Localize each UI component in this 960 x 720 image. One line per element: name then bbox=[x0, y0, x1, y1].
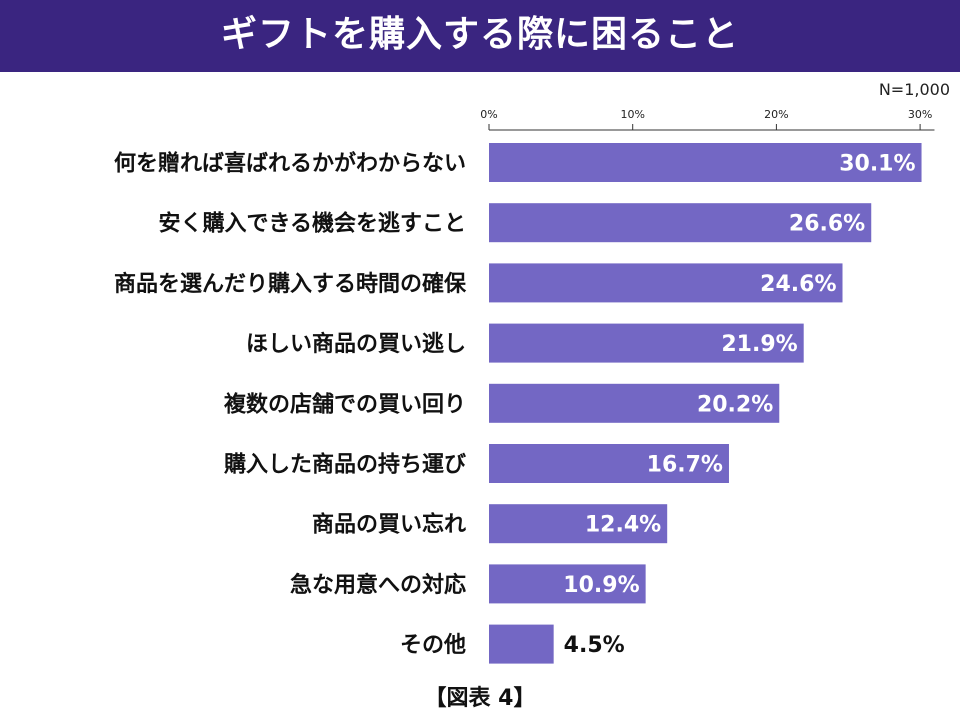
category-label: 商品を選んだり購入する時間の確保 bbox=[114, 271, 467, 297]
x-tick-label: 10% bbox=[620, 108, 644, 121]
category-label: 急な用意への対応 bbox=[290, 572, 466, 598]
category-label: その他 bbox=[400, 633, 466, 658]
value-label: 16.7% bbox=[647, 453, 723, 478]
value-label: 10.9% bbox=[563, 573, 639, 598]
category-label: 購入した商品の持ち運び bbox=[224, 452, 466, 478]
bar bbox=[489, 203, 872, 243]
category-label: 何を贈れば喜ばれるかがわからない bbox=[114, 151, 466, 177]
value-label: 21.9% bbox=[721, 332, 797, 357]
figure-caption: 【図表 4】 bbox=[424, 686, 536, 711]
title-bar bbox=[0, 0, 960, 72]
bar bbox=[489, 624, 554, 664]
value-label: 26.6% bbox=[789, 212, 865, 237]
value-label: 20.2% bbox=[697, 392, 773, 417]
bar bbox=[489, 444, 729, 483]
bar bbox=[489, 143, 922, 182]
bar bbox=[489, 564, 646, 604]
bar bbox=[489, 323, 804, 363]
x-tick-label: 0% bbox=[480, 108, 497, 121]
bar bbox=[489, 504, 668, 544]
sample-size-label: N=1,000 bbox=[878, 80, 950, 99]
x-tick-label: 30% bbox=[908, 108, 932, 121]
category-label: 安く購入できる機会を逃すこと bbox=[158, 211, 466, 237]
value-label: 12.4% bbox=[585, 513, 661, 538]
value-label: 4.5% bbox=[564, 633, 625, 658]
category-label: 商品の買い忘れ bbox=[312, 512, 466, 538]
value-label: 24.6% bbox=[760, 272, 836, 297]
category-label: ほしい商品の買い逃し bbox=[246, 331, 466, 357]
category-label: 複数の店舗での買い回り bbox=[224, 391, 466, 417]
bar bbox=[489, 383, 780, 423]
x-tick-label: 20% bbox=[764, 108, 788, 121]
bar bbox=[489, 263, 843, 303]
chart-title: ギフトを購入する際に困ること bbox=[220, 14, 739, 55]
value-label: 30.1% bbox=[839, 152, 915, 177]
